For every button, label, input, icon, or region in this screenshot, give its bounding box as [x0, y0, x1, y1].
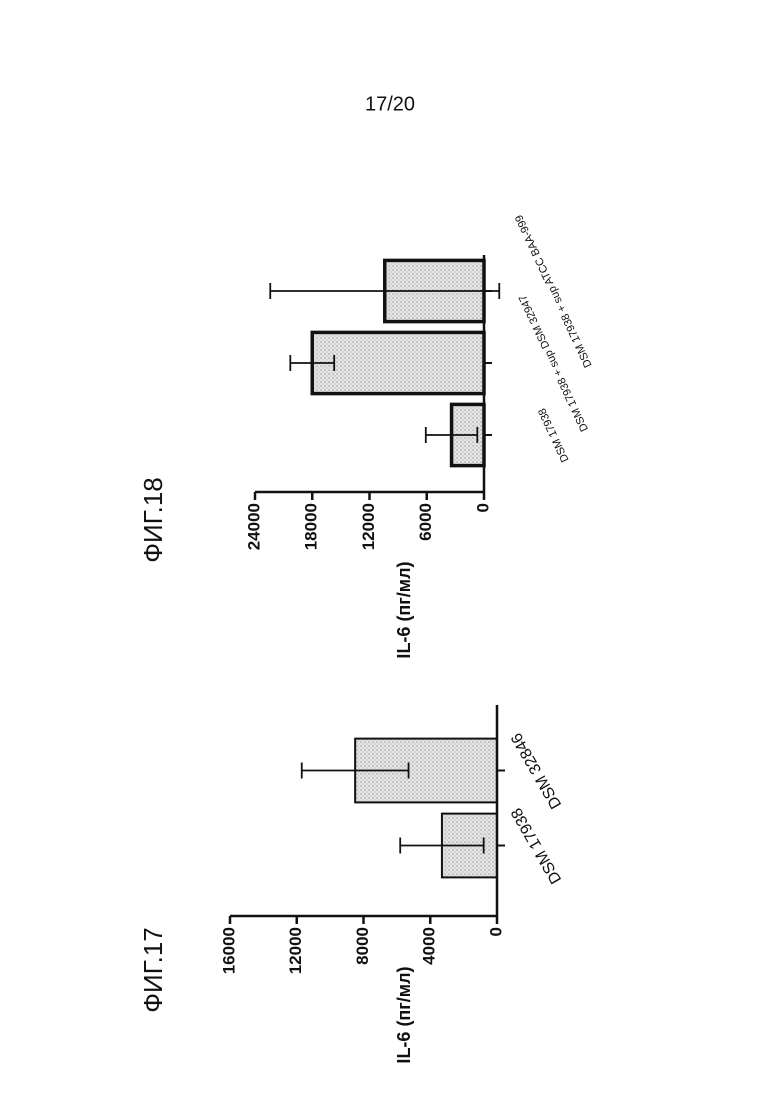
y-tick-label: 8000 [353, 927, 372, 965]
category-label: DSM 17938 [508, 805, 565, 887]
category-label: DSM 17938 [536, 406, 571, 464]
chart: DSM 17938DSM 17938 + sup DSM 32947DSM 17… [138, 213, 595, 659]
y-tick-label: 6000 [416, 503, 435, 541]
y-tick-label: 0 [473, 503, 492, 512]
figure-title: ФИГ.18 [138, 477, 168, 563]
y-tick-label: 12000 [359, 503, 378, 550]
category-label: DSM 32846 [508, 730, 565, 812]
page: 17/20 DSM 17938DSM 328460400080001200016… [0, 0, 780, 1103]
y-tick-label: 18000 [302, 503, 321, 550]
y-axis-label: IL-6 (пг/мл) [394, 966, 414, 1063]
figure-title: ФИГ.17 [138, 927, 168, 1013]
chart: DSM 17938DSM 32846 0 4000 8000 12000 16000 ФИГ… [138, 705, 565, 1064]
y-tick-label: 12000 [286, 927, 305, 974]
y-tick-label: 0 [486, 927, 505, 936]
y-tick-label: 24000 [244, 503, 263, 550]
y-tick-label: 4000 [420, 927, 439, 965]
y-axis-label: IL-6 (пг/мл) [394, 561, 414, 658]
bar [312, 332, 484, 393]
category-label: DSM 17938 + sup ATCC BAA-999 [513, 213, 594, 369]
page-number: 17/20 [365, 93, 415, 115]
y-tick-label: 16000 [219, 927, 238, 974]
